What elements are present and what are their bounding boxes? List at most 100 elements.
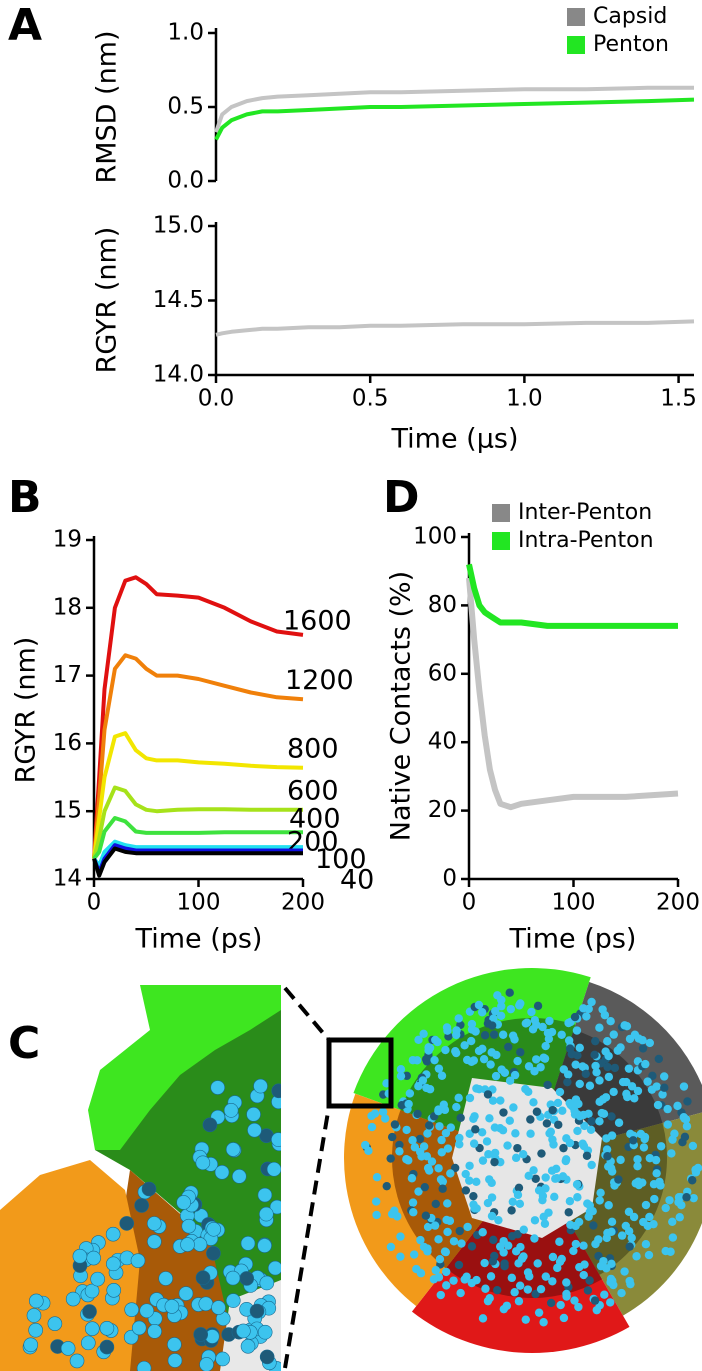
atom bbox=[446, 1169, 455, 1178]
atom bbox=[641, 1059, 650, 1069]
atom bbox=[656, 1181, 665, 1190]
atom bbox=[587, 997, 596, 1007]
atom bbox=[423, 1163, 433, 1173]
atom bbox=[591, 1036, 600, 1046]
atom bbox=[195, 1155, 211, 1171]
atom bbox=[543, 1080, 552, 1090]
atom bbox=[487, 1211, 497, 1221]
atom bbox=[598, 1005, 607, 1014]
atom bbox=[416, 1235, 425, 1245]
x-tick-label: 200 bbox=[281, 890, 325, 916]
atom bbox=[562, 1292, 571, 1301]
atom bbox=[585, 1276, 594, 1285]
atom bbox=[498, 1126, 508, 1135]
series-line bbox=[214, 85, 694, 133]
atom bbox=[620, 1021, 629, 1030]
atom bbox=[510, 1070, 520, 1080]
atom bbox=[506, 1004, 516, 1014]
atom bbox=[81, 1335, 96, 1351]
zoom-line bbox=[283, 986, 331, 1042]
atom bbox=[533, 1001, 543, 1011]
atom bbox=[521, 1315, 530, 1324]
atom bbox=[658, 1090, 667, 1099]
atom bbox=[410, 1143, 420, 1152]
atom bbox=[514, 1259, 523, 1268]
atom bbox=[550, 1192, 559, 1202]
atom bbox=[271, 1083, 281, 1099]
atom bbox=[86, 1250, 101, 1266]
atom bbox=[239, 1271, 255, 1286]
atom bbox=[99, 1320, 115, 1336]
atom bbox=[463, 1222, 472, 1232]
panel-label: D bbox=[383, 472, 420, 523]
atom bbox=[616, 1155, 625, 1165]
atom bbox=[552, 1164, 561, 1174]
x-axis-label: Time (µs) bbox=[391, 424, 519, 455]
atom bbox=[638, 1044, 648, 1053]
series-label: 800 bbox=[287, 733, 339, 764]
atom bbox=[480, 1031, 490, 1040]
atom bbox=[427, 1157, 437, 1166]
atom bbox=[607, 1227, 616, 1236]
atom bbox=[210, 1080, 226, 1095]
atom bbox=[529, 1098, 538, 1107]
y-tick-label: 80 bbox=[428, 592, 457, 618]
atom bbox=[630, 1094, 639, 1103]
y-axis-label: RGYR (nm) bbox=[11, 637, 42, 784]
atom bbox=[396, 1252, 405, 1261]
atom bbox=[454, 1260, 464, 1270]
atom bbox=[446, 1123, 456, 1132]
atom bbox=[455, 1133, 464, 1143]
atom bbox=[425, 1043, 435, 1053]
atom bbox=[482, 1137, 492, 1146]
atom bbox=[580, 1121, 589, 1131]
x-tick-label: 1.0 bbox=[506, 386, 543, 412]
atom bbox=[158, 1271, 174, 1286]
panel-c-image: C bbox=[0, 968, 702, 1371]
atom bbox=[65, 1291, 81, 1307]
legend-label: Inter-Penton bbox=[518, 500, 652, 525]
atom bbox=[625, 1276, 634, 1286]
atom bbox=[659, 1072, 669, 1081]
atom bbox=[253, 1078, 268, 1094]
atom bbox=[571, 1239, 581, 1249]
atom bbox=[564, 1036, 574, 1045]
atom bbox=[192, 1237, 208, 1252]
atom bbox=[529, 1166, 538, 1175]
x-axis-label: Time (ps) bbox=[135, 924, 263, 955]
atom bbox=[465, 1093, 475, 1103]
atom bbox=[621, 1221, 631, 1231]
atom bbox=[423, 1247, 432, 1256]
atom bbox=[516, 999, 525, 1008]
atom bbox=[667, 1149, 676, 1158]
legend-label: Penton bbox=[593, 32, 669, 57]
atom bbox=[257, 1324, 273, 1340]
atom bbox=[412, 1056, 422, 1065]
atom bbox=[505, 1116, 514, 1125]
atom bbox=[524, 1062, 534, 1071]
atom bbox=[572, 1180, 582, 1189]
atom bbox=[418, 1076, 428, 1085]
atom bbox=[387, 1209, 397, 1219]
atom bbox=[257, 1187, 273, 1203]
atom bbox=[438, 1184, 447, 1193]
atom bbox=[580, 1260, 589, 1269]
atom bbox=[587, 1160, 596, 1170]
atom bbox=[607, 1167, 617, 1176]
atom bbox=[641, 1239, 651, 1249]
atom bbox=[441, 1128, 451, 1138]
atom bbox=[545, 1016, 554, 1026]
atom bbox=[489, 1030, 499, 1039]
series-line bbox=[92, 839, 303, 868]
atom bbox=[604, 1051, 613, 1061]
atom bbox=[440, 1247, 450, 1256]
atom bbox=[584, 1109, 593, 1119]
atom bbox=[449, 1276, 458, 1285]
atom bbox=[424, 1121, 434, 1130]
atom bbox=[478, 1156, 488, 1165]
y-axis-label: RGYR (nm) bbox=[92, 227, 123, 374]
atom bbox=[666, 1247, 675, 1256]
atom bbox=[249, 1303, 265, 1319]
atom bbox=[472, 1275, 481, 1285]
atom bbox=[469, 1139, 479, 1148]
